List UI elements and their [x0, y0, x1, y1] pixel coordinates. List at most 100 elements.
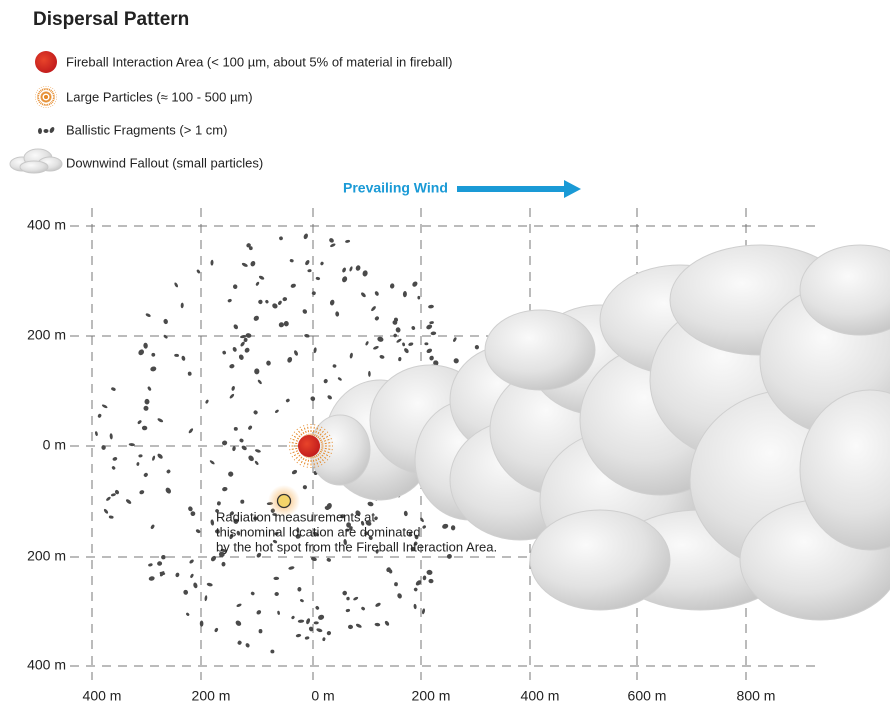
fragment	[248, 425, 253, 430]
annotation: Radiation measurements at	[216, 509, 375, 524]
fragment	[138, 454, 143, 458]
measurement-marker	[268, 485, 300, 517]
fragment	[274, 532, 279, 536]
fragment	[326, 558, 331, 562]
fragment	[346, 596, 350, 601]
legend-particles-icon	[35, 86, 57, 108]
fragment	[453, 358, 459, 364]
fragment	[313, 621, 319, 625]
fragment	[250, 260, 256, 267]
fragment	[337, 377, 342, 381]
fragment	[229, 393, 235, 399]
fragment	[375, 602, 381, 607]
fragment	[254, 460, 259, 465]
fragment	[221, 561, 226, 567]
fragment	[209, 460, 215, 465]
fragment	[258, 629, 263, 634]
fragment	[232, 346, 237, 352]
fragment	[332, 364, 337, 368]
fragment	[97, 413, 102, 418]
fragment	[429, 321, 434, 325]
fragment	[275, 409, 279, 413]
fragment	[395, 327, 401, 333]
fragment	[361, 292, 366, 298]
fragment	[253, 516, 258, 521]
fragment	[148, 563, 153, 567]
fragment	[236, 530, 241, 536]
fragment	[278, 322, 284, 328]
fragment	[324, 505, 330, 511]
fragment	[222, 350, 227, 355]
fragment	[220, 548, 227, 553]
fragment	[342, 267, 346, 273]
fragment	[355, 623, 362, 628]
fragment	[137, 420, 142, 425]
fragment	[303, 233, 308, 240]
fragment	[241, 262, 248, 267]
fragment	[345, 239, 351, 243]
fragment	[285, 398, 290, 403]
fragment	[108, 515, 114, 519]
fragment	[422, 525, 426, 529]
x-axis-label: 0 m	[311, 688, 334, 704]
fragment	[139, 490, 145, 495]
fragment	[210, 519, 215, 526]
fragment	[233, 426, 238, 431]
fragment	[393, 317, 399, 322]
fragment	[361, 520, 365, 526]
fragment	[250, 591, 255, 596]
fragment	[424, 342, 429, 346]
fragment	[305, 260, 310, 266]
fragment	[402, 291, 407, 298]
fragment	[101, 404, 108, 409]
fragment	[453, 337, 457, 342]
fragment	[361, 606, 365, 611]
fragment	[150, 524, 155, 530]
fragment	[375, 549, 379, 554]
fragment	[143, 472, 148, 477]
fragment	[408, 342, 414, 346]
fragment	[165, 487, 171, 494]
fragment	[367, 501, 374, 507]
fragment	[402, 342, 406, 347]
fragment	[415, 580, 422, 586]
fallout-cloud	[309, 244, 890, 621]
fragment	[147, 386, 152, 391]
fragment	[426, 348, 433, 354]
fragment	[307, 269, 312, 273]
x-axis-label: 200 m	[412, 688, 451, 704]
fragment	[106, 496, 111, 501]
fragment	[348, 624, 353, 630]
wind-label: Prevailing Wind	[343, 180, 448, 196]
fragment	[253, 315, 259, 321]
fragment	[265, 299, 269, 304]
y-axis-label: 400 m	[27, 217, 66, 233]
y-axis-label: 200 m	[27, 548, 66, 564]
fragment	[196, 269, 201, 274]
fragment	[229, 533, 234, 540]
fragment	[195, 529, 201, 534]
fragment	[373, 346, 379, 350]
fragment	[210, 259, 214, 266]
fragment	[329, 299, 335, 306]
fragment	[428, 304, 434, 309]
fragment	[277, 610, 280, 615]
fragment	[157, 561, 163, 566]
fragment	[143, 342, 148, 349]
fragment	[174, 282, 179, 288]
fragment	[244, 347, 250, 353]
fragment	[377, 336, 384, 342]
fragment	[283, 321, 289, 327]
fragment	[272, 539, 278, 544]
fragment	[136, 462, 140, 466]
fragment	[193, 582, 198, 589]
fragment	[248, 246, 253, 251]
fragment	[396, 338, 402, 343]
fragment	[368, 370, 371, 377]
fragment	[141, 425, 148, 431]
fragment	[320, 261, 324, 266]
cloud-puff	[799, 244, 890, 336]
fragment	[297, 587, 302, 592]
fragment	[326, 630, 332, 636]
